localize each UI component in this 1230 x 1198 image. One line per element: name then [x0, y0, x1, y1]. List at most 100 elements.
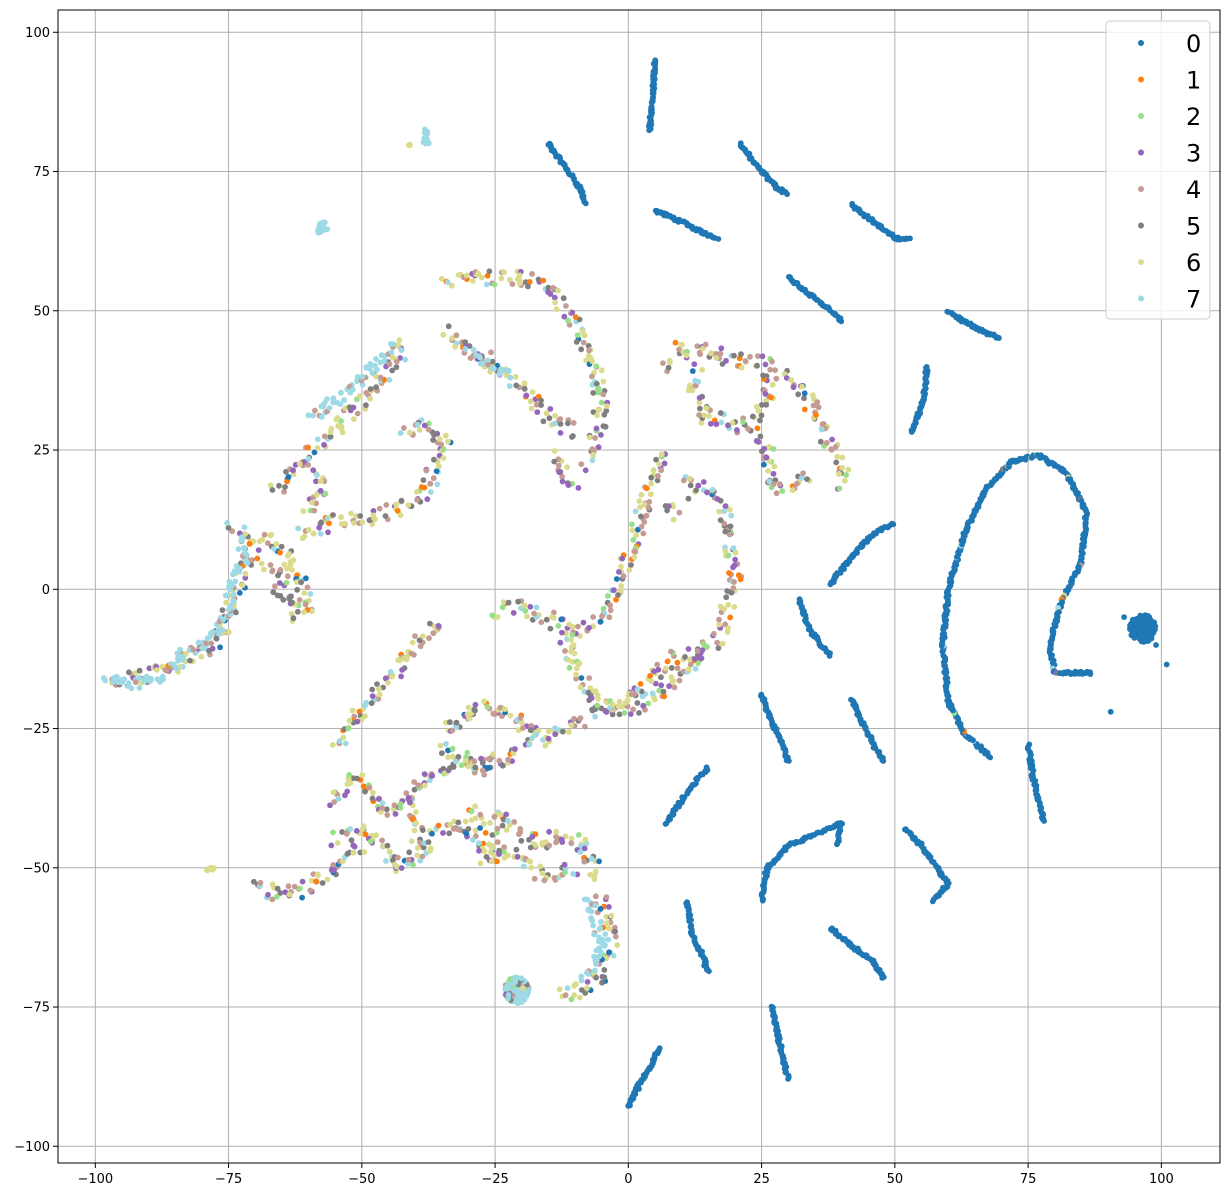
point-class-7 [312, 407, 318, 414]
point-mixed [489, 842, 495, 849]
point-mixed [575, 623, 581, 630]
point-mixed [546, 828, 552, 835]
point-mixed [331, 799, 338, 805]
point-mixed [254, 555, 261, 562]
point-mixed [384, 842, 391, 849]
point-mixed [643, 485, 650, 492]
point-mixed [641, 501, 648, 508]
point-mixed [616, 698, 623, 705]
point-mixed [727, 523, 734, 530]
point-mixed [512, 746, 518, 752]
point-mixed [572, 314, 579, 320]
point-mixed [757, 417, 763, 424]
point-mixed [296, 460, 303, 467]
point-mixed [288, 610, 295, 617]
x-tick-label: −100 [77, 1172, 113, 1187]
point-mixed [187, 657, 193, 664]
point-mixed [361, 783, 368, 790]
point-mixed [715, 645, 722, 651]
point-mixed [704, 489, 710, 496]
point-mixed [607, 602, 614, 609]
point-mixed [335, 795, 342, 802]
point-mixed [725, 552, 732, 559]
point-mixed [329, 742, 336, 748]
point-mixed [376, 505, 383, 512]
point-mixed [311, 449, 318, 456]
point-mixed [776, 481, 783, 487]
point-mixed [533, 401, 540, 408]
point-class-0 [1132, 621, 1138, 628]
x-tick-label: 100 [1149, 1172, 1174, 1187]
point-mixed [626, 567, 633, 573]
point-mixed [589, 381, 596, 388]
point-mixed [578, 675, 585, 681]
point-mixed [438, 275, 445, 282]
point-mixed [246, 540, 253, 547]
point-mixed [361, 849, 368, 855]
point-mixed [586, 434, 593, 441]
point-mixed [506, 383, 513, 389]
point-mixed [267, 562, 274, 568]
point-mixed [501, 848, 507, 855]
point-mixed [317, 530, 324, 537]
y-tick-label: 25 [33, 444, 50, 459]
point-mixed [534, 409, 541, 415]
point-class-7 [388, 349, 395, 356]
point-mixed [330, 789, 337, 796]
point-mixed [528, 723, 535, 729]
point-mixed [330, 829, 336, 836]
point-mixed [299, 894, 305, 901]
point-mixed [596, 407, 602, 413]
point-mixed [694, 648, 701, 654]
point-mixed [550, 285, 556, 291]
point-mixed [261, 566, 267, 573]
legend-label: 0 [1186, 30, 1201, 58]
legend-marker [1138, 149, 1144, 156]
point-mixed [377, 374, 384, 381]
point-mixed [511, 819, 518, 825]
point-mixed [753, 438, 760, 444]
point-mixed [219, 607, 226, 613]
point-class-7 [581, 896, 588, 903]
point-mixed [734, 427, 740, 433]
point-mixed [723, 357, 729, 364]
point-mixed [608, 912, 615, 919]
point-mixed [545, 284, 552, 291]
point-mixed [594, 702, 601, 709]
point-mixed [321, 433, 328, 440]
point-mixed [255, 547, 262, 553]
point-mixed [305, 526, 312, 533]
point-mixed [561, 313, 568, 320]
point-mixed [770, 446, 777, 452]
point-class-0 [706, 968, 712, 975]
point-mixed [543, 616, 550, 623]
point-mixed [559, 473, 565, 480]
point-class-7 [497, 368, 503, 374]
point-mixed [527, 858, 533, 865]
point-class-7 [367, 361, 374, 367]
point-mixed [348, 837, 355, 844]
point-mixed [771, 463, 778, 470]
point-mixed [223, 599, 230, 606]
point-mixed [586, 624, 592, 631]
point-mixed [448, 282, 455, 289]
point-mixed [392, 811, 399, 817]
point-mixed [573, 665, 580, 672]
point-mixed [687, 382, 693, 389]
y-tick-label: 100 [25, 26, 50, 41]
point-mixed [726, 506, 733, 513]
point-mixed [367, 838, 374, 845]
point-mixed [601, 411, 608, 418]
y-tick-label: −100 [14, 1140, 50, 1155]
point-mixed [648, 480, 655, 487]
point-mixed [440, 455, 447, 461]
point-mixed [327, 802, 333, 809]
point-mixed [229, 528, 236, 535]
point-class-7 [215, 627, 222, 633]
point-mixed [718, 419, 725, 426]
point-class-7 [177, 646, 184, 653]
point-mixed [558, 616, 565, 623]
point-mixed [561, 861, 568, 868]
point-mixed [817, 438, 824, 445]
point-mixed [770, 481, 777, 487]
